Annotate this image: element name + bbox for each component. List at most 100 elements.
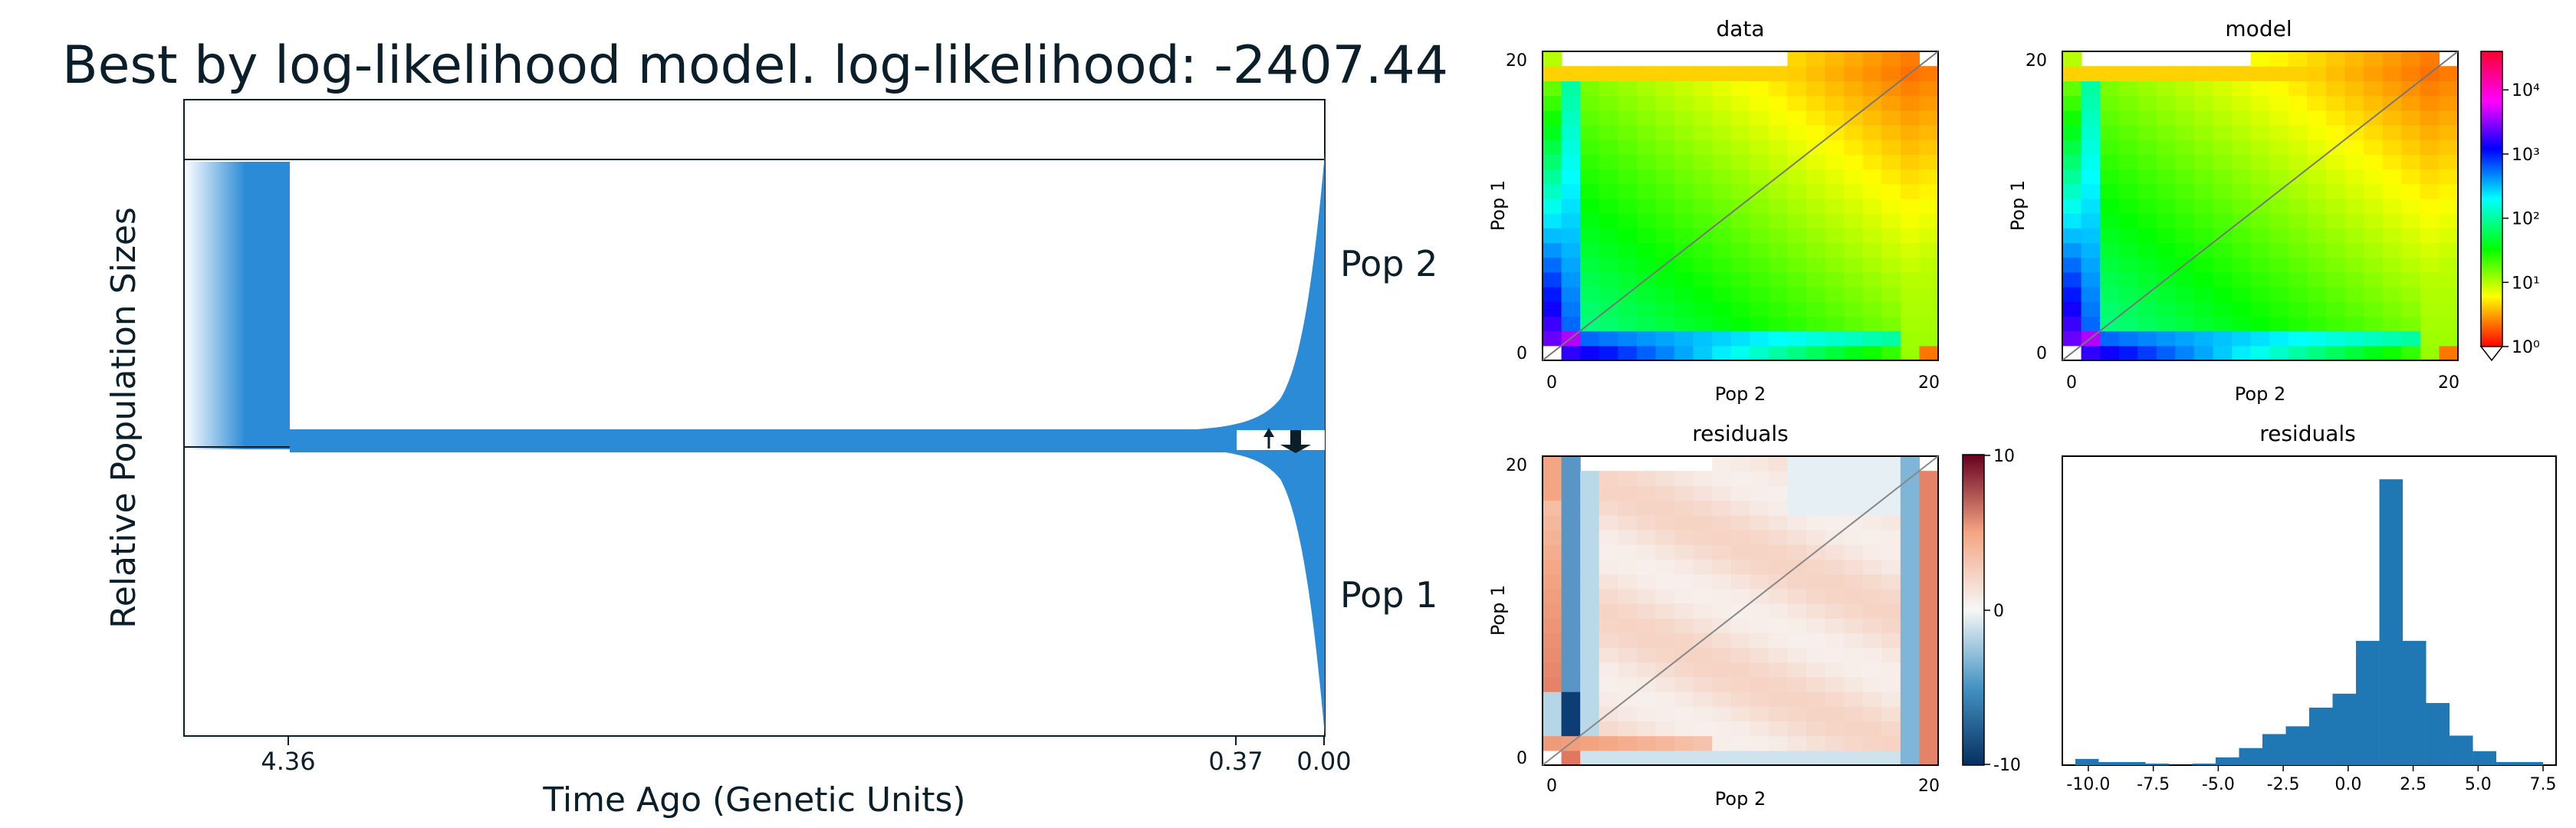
heatmap-cell [1881, 632, 1901, 649]
heatmap-cell [2156, 330, 2177, 347]
heatmap-cell [1543, 330, 1562, 347]
heatmap-cell [1580, 544, 1600, 560]
heatmap-cell [1881, 500, 1901, 516]
heatmap-cell [2364, 257, 2384, 273]
heatmap-cell [1561, 66, 1581, 81]
heatmap-cell [2137, 169, 2157, 185]
heatmap-cell [2062, 154, 2082, 170]
heatmap-cell [2213, 287, 2233, 302]
heatmap-cell [2081, 228, 2101, 244]
heatmap-cell [1844, 80, 1864, 97]
heatmap-cell [1862, 618, 1882, 633]
heatmap-cell [2420, 51, 2440, 67]
heatmap-cell [1693, 301, 1713, 317]
heatmap-cell [2288, 316, 2308, 332]
colorbar-tick-label: 10¹ [2512, 274, 2540, 293]
heatmap-cell [2288, 140, 2308, 155]
heatmap-cell [1598, 721, 1618, 737]
heatmap-cell [2081, 80, 2101, 97]
heatmap-cell [1674, 662, 1694, 678]
heatmap-cell [1674, 706, 1694, 722]
heatmap-cell [1806, 80, 1826, 97]
heatmap-cell [1618, 271, 1638, 288]
heatmap-cell [2062, 330, 2082, 347]
colorbar-tick-label: 10² [2512, 210, 2540, 229]
heatmap-cell [1900, 529, 1921, 545]
heatmap-cell [1561, 647, 1581, 663]
heatmap-cell [2175, 140, 2195, 155]
heatmap-cell [1750, 692, 1769, 707]
heatmap-cell [1580, 676, 1600, 692]
heatmap-cell [1543, 257, 1562, 273]
heatmap-cell [1636, 544, 1657, 560]
heatmap-cell [1862, 559, 1882, 575]
heatmap-cell [2194, 287, 2214, 302]
heatmap-cell [2344, 198, 2364, 214]
model-colorbar-ticks: 10⁰ 10¹ 10² 10³ 10⁴ [2502, 81, 2540, 357]
heatmap-cell [1618, 721, 1638, 737]
model-heatmap-frame [2062, 51, 2459, 361]
heatmap-cell [2118, 228, 2138, 244]
heatmap-cell [2232, 169, 2252, 185]
heatmap-cell [1768, 228, 1789, 244]
heatmap-cell [1636, 66, 1657, 81]
heatmap-cell [1636, 632, 1657, 649]
heatmap-cell [1730, 559, 1750, 575]
heatmap-cell [1900, 198, 1921, 214]
heatmap-cell [2382, 183, 2402, 199]
heatmap-cell [2382, 80, 2402, 97]
histogram-bar [2450, 735, 2473, 765]
heatmap-cell [1844, 456, 1864, 472]
heatmap-cell [1750, 316, 1769, 332]
heatmap-cell [1693, 271, 1713, 288]
heatmap-cell [1750, 559, 1769, 575]
heatmap-cell [1919, 271, 1939, 288]
heatmap-cell [1900, 721, 1921, 737]
heatmap-cell [1844, 287, 1864, 302]
heatmap-cell [1712, 198, 1732, 214]
heatmap-cell [1636, 330, 1657, 347]
heatmap-cell [1674, 544, 1694, 560]
heatmap-cell [1636, 140, 1657, 155]
heatmap-cell [1580, 662, 1600, 678]
heatmap-cell [2344, 257, 2364, 273]
heatmap-cell [2232, 301, 2252, 317]
heatmap-cell [1900, 330, 1921, 347]
heatmap-cell [1655, 692, 1675, 707]
heatmap-cell [1655, 287, 1675, 302]
heatmap-cell [2420, 242, 2440, 258]
heatmap-cell [1881, 544, 1901, 560]
heatmap-cell [2250, 287, 2270, 302]
heatmap-cell [2156, 301, 2177, 317]
heatmap-cell [1730, 80, 1750, 97]
heatmap-cell [1712, 124, 1732, 140]
heatmap-cell [1543, 66, 1562, 81]
heatmap-cell [2194, 140, 2214, 155]
heatmap-cell [1693, 471, 1713, 486]
heatmap-cell [1693, 140, 1713, 155]
heatmap-cell [2118, 287, 2138, 302]
heatmap-cell [1730, 647, 1750, 663]
heatmap-cell [1750, 330, 1769, 347]
heatmap-cell [2364, 345, 2384, 361]
heatmap-cell [2269, 169, 2289, 185]
heatmap-cell [2118, 198, 2138, 214]
heatmap-cell [1561, 198, 1581, 214]
heatmap-cell [1543, 559, 1562, 575]
heatmap-cell [1561, 456, 1581, 472]
heatmap-cell [2420, 124, 2440, 140]
heatmap-cell [2326, 110, 2346, 126]
heatmap-cell [1806, 456, 1826, 472]
heatmap-cell [1730, 228, 1750, 244]
heatmap-cell [2175, 124, 2195, 140]
heatmap-cell [1561, 750, 1581, 766]
heatmap-cell [1598, 287, 1618, 302]
histogram-bar [2145, 763, 2169, 765]
heatmap-cell [1919, 213, 1939, 228]
heatmap-cell [1900, 183, 1921, 199]
heatmap-cell [1750, 706, 1769, 722]
heatmap-cell [1806, 588, 1826, 604]
heatmap-cell [1580, 80, 1600, 97]
heatmap-cell [1561, 242, 1581, 258]
